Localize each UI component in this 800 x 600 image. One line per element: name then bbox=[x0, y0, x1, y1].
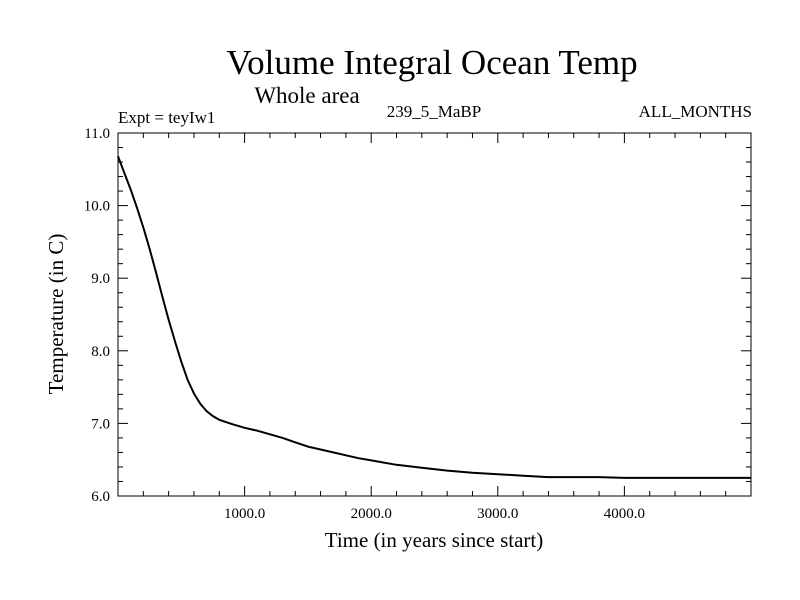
y-tick-label: 9.0 bbox=[91, 271, 110, 287]
axis-ticks bbox=[118, 132, 751, 497]
period-label: ALL_MONTHS bbox=[639, 102, 752, 121]
y-tick-label: 6.0 bbox=[91, 489, 110, 505]
y-tick-label: 8.0 bbox=[91, 344, 110, 360]
axis-tick-labels: 1000.0 2000.0 3000.0 4000.0 6.0 7.0 8.0 9.0 10.0… bbox=[84, 126, 645, 522]
x-tick-label: 4000.0 bbox=[604, 506, 645, 522]
plot-frame bbox=[117, 132, 752, 497]
x-tick-label: 2000.0 bbox=[351, 506, 392, 522]
series-line bbox=[117, 155, 751, 479]
y-axis-label: Temperature (in C) bbox=[44, 234, 68, 395]
x-axis-label: Time (in years since start) bbox=[325, 528, 544, 552]
chart-title: Volume Integral Ocean Temp bbox=[226, 43, 637, 82]
experiment-label: Expt = teyIw1 bbox=[118, 108, 215, 127]
y-tick-label: 7.0 bbox=[91, 416, 110, 432]
x-tick-label: 3000.0 bbox=[477, 506, 518, 522]
y-tick-label: 10.0 bbox=[84, 199, 110, 215]
run-label: 239_5_MaBP bbox=[387, 102, 481, 121]
y-tick-label: 11.0 bbox=[84, 126, 110, 142]
x-tick-label: 1000.0 bbox=[224, 506, 265, 522]
chart-subtitle: Whole area bbox=[254, 83, 359, 108]
